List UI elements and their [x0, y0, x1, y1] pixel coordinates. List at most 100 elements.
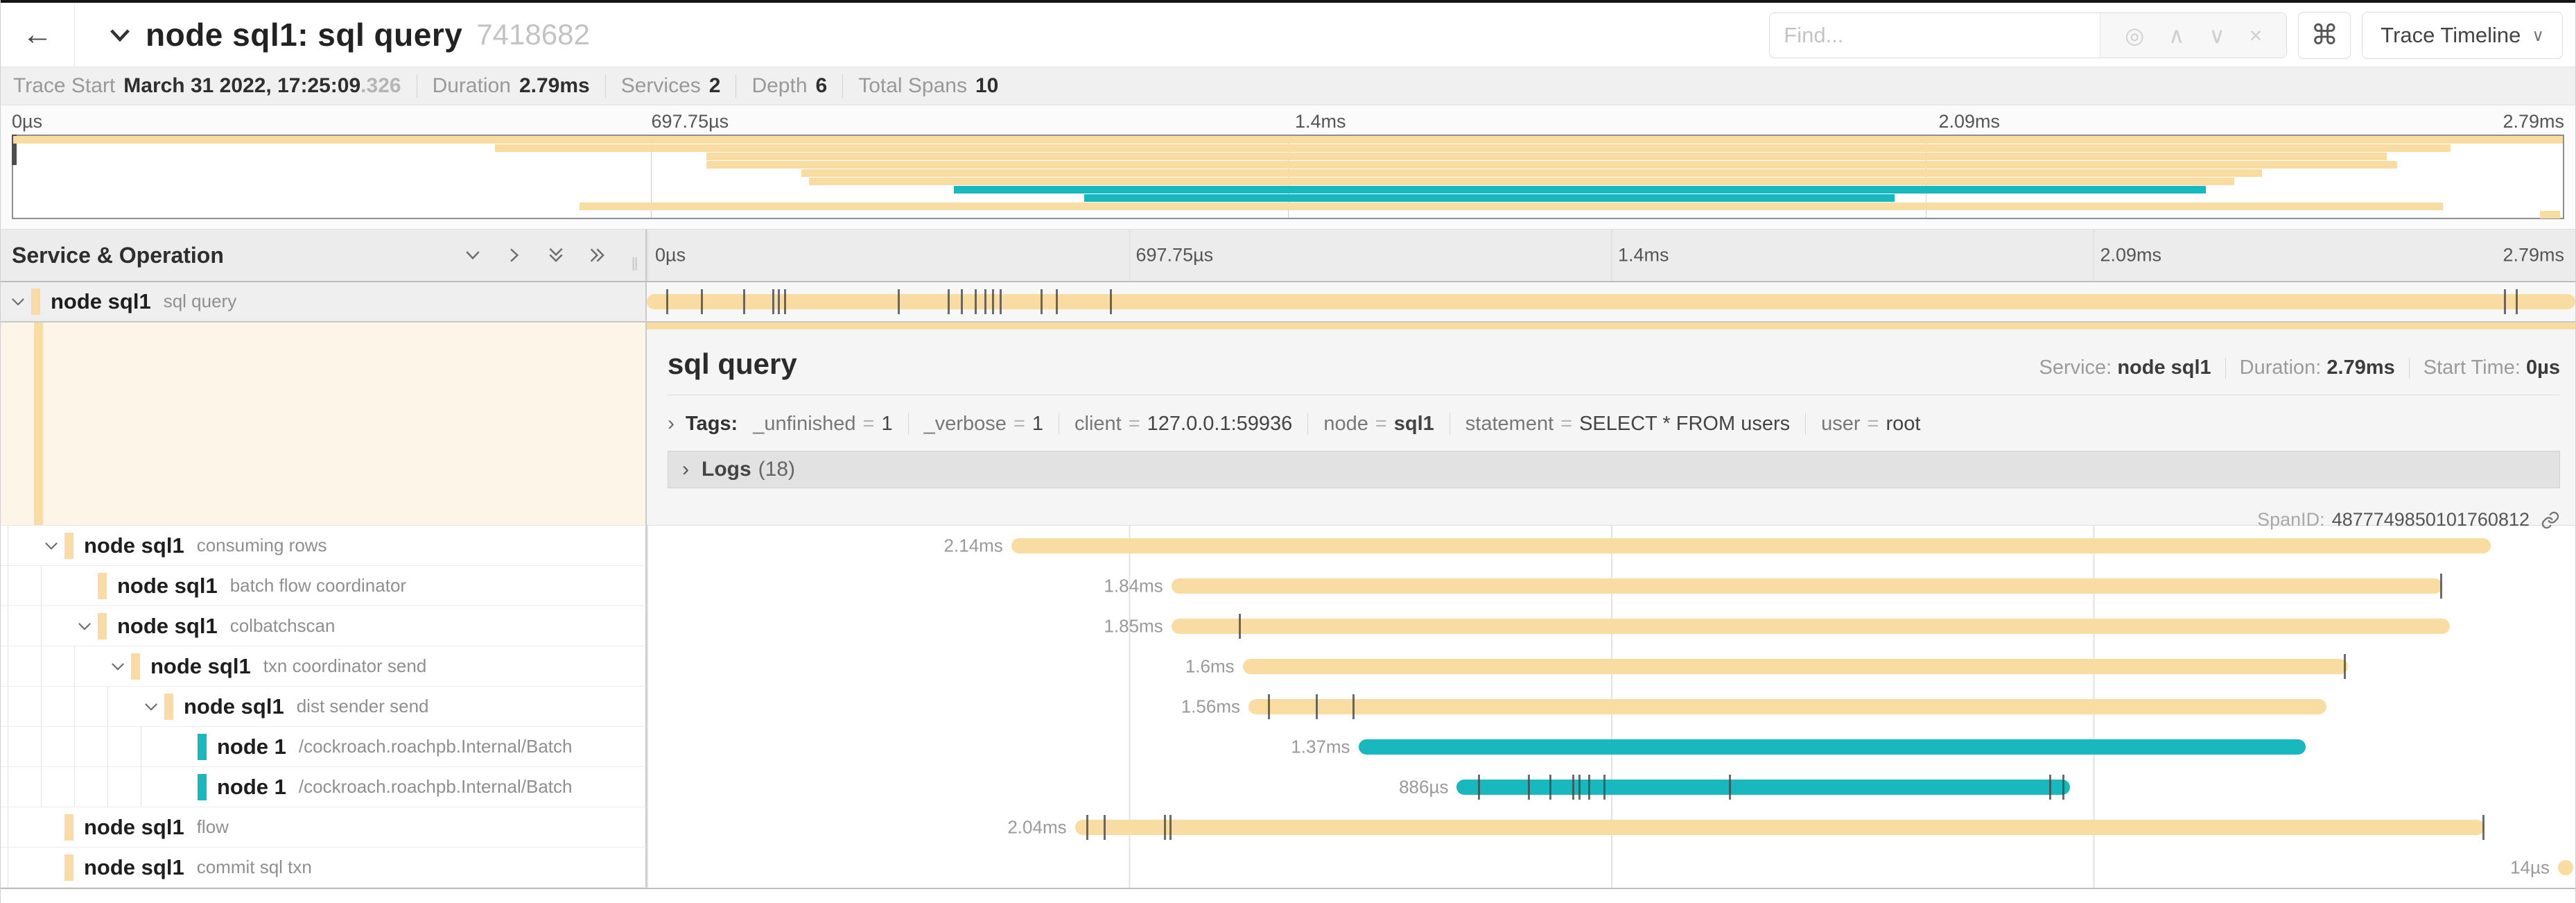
span-timeline-cell[interactable]: 2.04ms [647, 807, 2575, 848]
tree-row-sql-query[interactable]: node sql1 sql query [1, 282, 647, 321]
log-marker[interactable] [1549, 775, 1551, 800]
span-row[interactable]: node sql1 dist sender send 1.56ms [1, 687, 2575, 727]
minimap-scrubber-handle[interactable] [12, 135, 17, 165]
view-selector-button[interactable]: Trace Timeline ∨ [2362, 12, 2563, 59]
span-bar[interactable] [1248, 699, 2327, 714]
span-bar[interactable] [1074, 820, 2485, 835]
log-marker[interactable] [1169, 815, 1172, 840]
log-marker[interactable] [1316, 694, 1319, 719]
span-row[interactable]: node sql1 txn coordinator send 1.6ms [1, 646, 2575, 687]
collapse-children-icon[interactable] [38, 536, 64, 556]
log-marker[interactable] [778, 289, 781, 314]
span-row[interactable]: node 1/cockroach.roachpb.Internal/Batch 8… [1, 767, 2575, 807]
span-timeline-cell[interactable]: 886µs [647, 767, 2575, 807]
log-marker[interactable] [2482, 815, 2485, 840]
tree-row--cockroach-roachpb-internal-batch[interactable]: node 1/cockroach.roachpb.Internal/Batch [1, 767, 647, 807]
log-marker[interactable] [2515, 289, 2518, 314]
span-bar[interactable] [1171, 578, 2443, 594]
log-marker[interactable] [2344, 654, 2347, 679]
log-marker[interactable] [2048, 775, 2051, 800]
log-marker[interactable] [1040, 289, 1043, 314]
log-marker[interactable] [1267, 694, 1270, 719]
span-bar[interactable] [1358, 739, 2306, 755]
span-bar[interactable] [1011, 538, 2491, 553]
span-timeline-cell[interactable]: 1.56ms [647, 687, 2575, 727]
span-bar[interactable] [1242, 659, 2348, 674]
tree-row--cockroach-roachpb-internal-batch[interactable]: node 1/cockroach.roachpb.Internal/Batch [1, 727, 647, 767]
log-marker[interactable] [974, 289, 977, 314]
collapse-trace-chevron[interactable] [105, 20, 134, 49]
prev-result-icon[interactable]: ∧ [2168, 23, 2185, 48]
span-timeline-cell[interactable]: 14µs [647, 848, 2575, 888]
span-row[interactable]: node sql1 colbatchscan 1.85ms [1, 606, 2575, 646]
next-result-icon[interactable]: ∨ [2209, 23, 2225, 48]
log-marker[interactable] [1478, 775, 1481, 800]
span-timeline-cell[interactable]: 1.6ms [647, 646, 2575, 687]
span-timeline-cell[interactable]: 1.37ms [647, 727, 2575, 767]
expand-all-icon[interactable] [587, 245, 608, 266]
tags-row[interactable]: › Tags: _unfinished = 1 _verbose = 1 client = 12… [668, 412, 2560, 436]
log-marker[interactable] [1055, 289, 1058, 314]
log-marker[interactable] [772, 289, 774, 314]
log-marker[interactable] [2062, 775, 2064, 800]
log-marker[interactable] [1000, 289, 1002, 314]
log-marker[interactable] [1086, 815, 1089, 840]
log-marker[interactable] [1352, 694, 1355, 719]
collapse-all-icon[interactable] [546, 245, 566, 266]
log-marker[interactable] [700, 289, 703, 314]
span-row[interactable]: node sql1 flow 2.04ms [1, 807, 2575, 848]
span-bar[interactable] [2557, 860, 2574, 875]
log-marker[interactable] [665, 289, 668, 314]
log-marker[interactable] [947, 289, 950, 314]
collapse-children-icon[interactable] [71, 617, 98, 636]
tree-row-consuming-rows[interactable]: node sql1 consuming rows [1, 526, 647, 566]
column-resize-grip[interactable]: ‖ [631, 254, 638, 275]
log-marker[interactable] [961, 289, 964, 314]
tree-row-txn-coordinator-send[interactable]: node sql1 txn coordinator send [1, 646, 647, 687]
log-marker[interactable] [1587, 775, 1590, 800]
log-marker[interactable] [1104, 815, 1106, 840]
collapse-children-icon[interactable] [5, 292, 31, 311]
log-marker[interactable] [1603, 775, 1605, 800]
collapse-one-icon[interactable] [462, 245, 483, 266]
log-marker[interactable] [984, 289, 986, 314]
expand-one-icon[interactable] [504, 245, 525, 266]
log-marker[interactable] [2504, 289, 2507, 314]
log-marker[interactable] [1239, 614, 1242, 639]
collapse-children-icon[interactable] [105, 657, 131, 676]
keyboard-shortcuts-button[interactable]: ⌘ [2298, 12, 2351, 59]
span-bar[interactable] [1171, 619, 2451, 634]
tree-row-dist-sender-send[interactable]: node sql1 dist sender send [1, 687, 647, 727]
log-marker[interactable] [783, 289, 786, 314]
tree-row-batch-flow-coordinator[interactable]: node sql1 batch flow coordinator [1, 566, 647, 606]
span-bar[interactable] [647, 294, 2575, 309]
find-input[interactable] [1770, 13, 2100, 58]
tree-row-colbatchscan[interactable]: node sql1 colbatchscan [1, 606, 647, 646]
span-bar[interactable] [1456, 780, 2071, 795]
collapse-children-icon[interactable] [138, 697, 164, 716]
span-row[interactable]: node sql1 commit sql txn 14µs [1, 848, 2575, 888]
span-timeline-cell[interactable]: 1.84ms [647, 566, 2575, 606]
match-target-icon[interactable]: ◎ [2125, 23, 2145, 48]
log-marker[interactable] [991, 289, 994, 314]
span-row[interactable]: node sql1 sql query [1, 282, 2575, 321]
minimap-canvas[interactable] [12, 135, 2564, 219]
tree-row-commit-sql-txn[interactable]: node sql1 commit sql txn [1, 848, 647, 888]
log-marker[interactable] [2440, 574, 2443, 599]
span-row[interactable]: node sql1 consuming rows 2.14ms [1, 526, 2575, 566]
span-row[interactable]: node 1/cockroach.roachpb.Internal/Batch 1… [1, 727, 2575, 767]
log-marker[interactable] [1528, 775, 1531, 800]
span-timeline-cell[interactable]: 1.85ms [647, 606, 2575, 646]
span-timeline-cell[interactable]: 2.14ms [647, 526, 2575, 566]
log-marker[interactable] [897, 289, 900, 314]
span-timeline-cell[interactable] [647, 282, 2575, 321]
log-marker[interactable] [1728, 775, 1731, 800]
clear-find-icon[interactable]: × [2249, 22, 2263, 48]
log-marker[interactable] [1578, 775, 1581, 800]
log-marker[interactable] [1572, 775, 1575, 800]
log-marker[interactable] [1109, 289, 1112, 314]
span-row[interactable]: node sql1 batch flow coordinator 1.84ms [1, 566, 2575, 606]
logs-toggle[interactable]: › Logs (18) [668, 451, 2560, 488]
log-marker[interactable] [1163, 815, 1166, 840]
back-button[interactable]: ← [1, 3, 75, 67]
